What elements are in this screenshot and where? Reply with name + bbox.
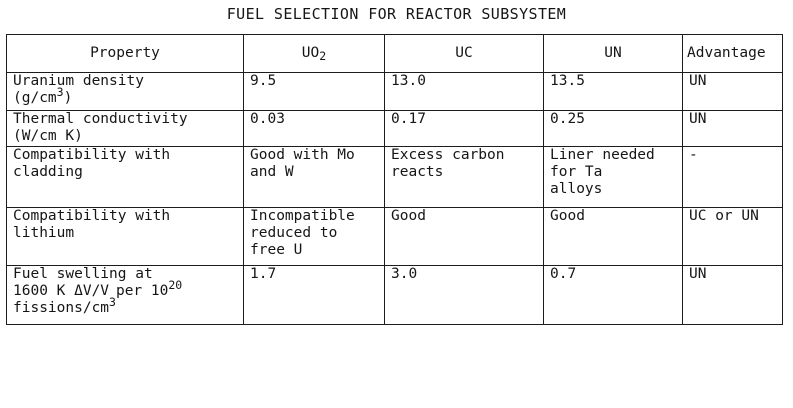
cell-uo2: 1.7 [243,265,385,325]
cell-uo2: Incompatible reduced to free U [243,207,385,266]
header-uo2: UO2 [243,34,385,73]
cell-property: Compatibility with lithium [6,207,244,266]
cell-advantage: UN [682,72,783,111]
cell-property: Uranium density (g/cm3) [6,72,244,111]
cell-uo2: Good with Mo and W [243,146,385,208]
cell-un: 0.25 [543,110,683,147]
table-row: Fuel swelling at 1600 K ΔV/V per 1020 fi… [6,265,783,325]
cell-un: 13.5 [543,72,683,111]
cell-advantage: UN [682,265,783,325]
cell-advantage: UC or UN [682,207,783,266]
cell-uo2: 0.03 [243,110,385,147]
cell-advantage: UN [682,110,783,147]
table-row: Thermal conductivity (W/cm K) 0.03 0.17 … [6,110,783,147]
cell-advantage: - [682,146,783,208]
header-property: Property [6,34,244,73]
table-title: FUEL SELECTION FOR REACTOR SUBSYSTEM [226,5,567,23]
table-row: Uranium density (g/cm3) 9.5 13.0 13.5 UN [6,72,783,111]
cell-uc: Excess carbon reacts [384,146,544,208]
cell-uc: 3.0 [384,265,544,325]
cell-property: Thermal conductivity (W/cm K) [6,110,244,147]
cell-uc: 13.0 [384,72,544,111]
cell-uc: Good [384,207,544,266]
cell-un: Liner needed for Ta alloys [543,146,683,208]
uo2-subscript: 2 [319,49,327,63]
header-advantage: Advantage [682,34,783,73]
fuel-selection-table: Property UO2 UC UN Advantage Uranium den… [6,34,783,325]
cell-un: Good [543,207,683,266]
cell-un: 0.7 [543,265,683,325]
header-row: Property UO2 UC UN Advantage [6,34,783,73]
table-row: Compatibility with lithium Incompatible … [6,207,783,266]
cell-property: Compatibility with cladding [6,146,244,208]
header-un: UN [543,34,683,73]
header-uc: UC [384,34,544,73]
cell-property: Fuel swelling at 1600 K ΔV/V per 1020 fi… [6,265,244,325]
table-row: Compatibility with cladding Good with Mo… [6,146,783,208]
cell-uo2: 9.5 [243,72,385,111]
cell-uc: 0.17 [384,110,544,147]
